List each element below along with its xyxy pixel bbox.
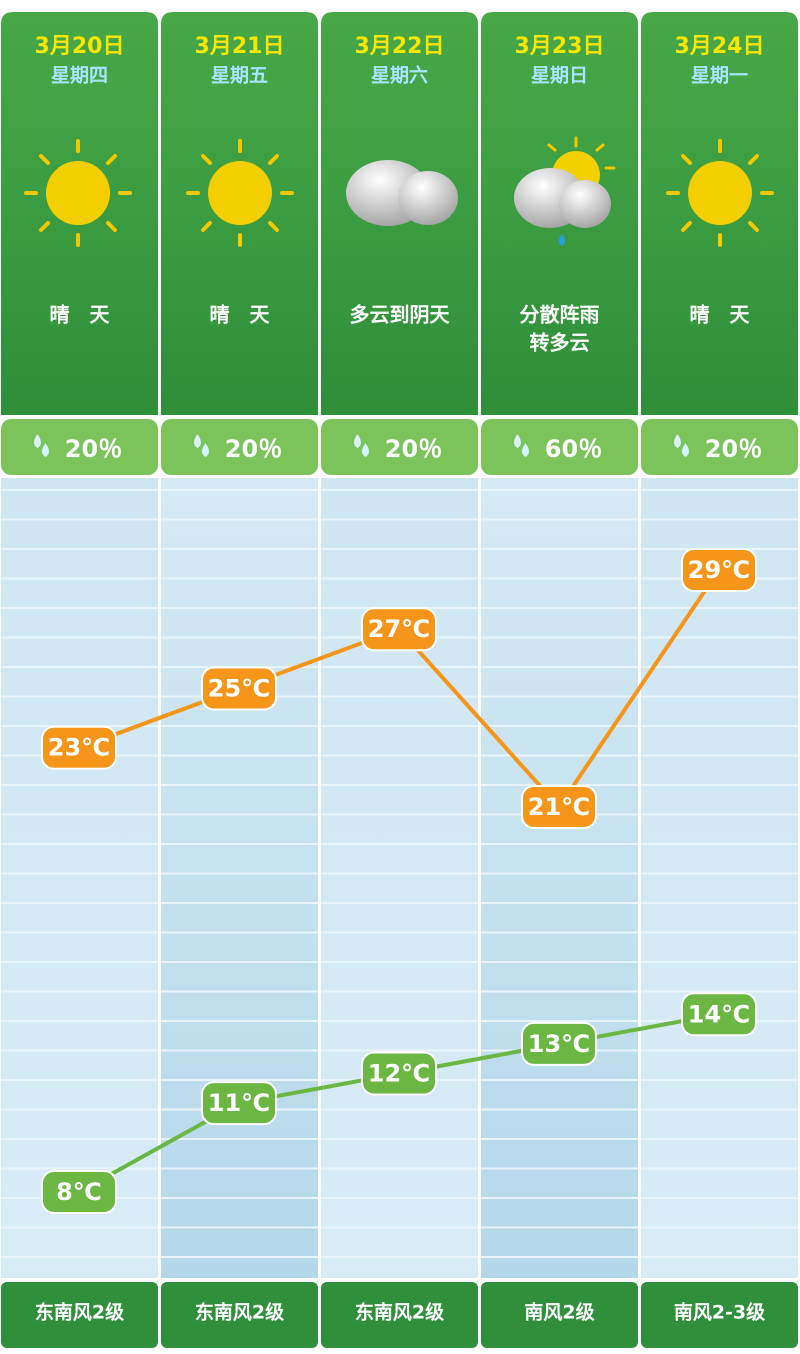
low-label: 14℃ (688, 1000, 750, 1028)
precip: 20％ (385, 435, 442, 463)
icons (24, 136, 774, 247)
precip: 20％ (705, 435, 762, 463)
low-point (681, 992, 757, 1037)
low-label: 13℃ (528, 1030, 590, 1058)
date: 3月23日 (515, 34, 605, 59)
drop-icon (682, 443, 689, 457)
precip: 60％ (545, 435, 602, 463)
drop-icon (674, 434, 681, 448)
wind-bar (161, 1282, 318, 1348)
weekday: 星期日 (531, 65, 588, 87)
chart-band (1, 478, 158, 1278)
wind: 南风2-3级 (674, 1301, 765, 1324)
wind-bar (641, 1282, 798, 1348)
high-point (41, 725, 117, 770)
low-label: 11℃ (208, 1089, 270, 1117)
precip: 20％ (65, 435, 122, 463)
condition: 晴 天 (690, 303, 751, 327)
low-point (201, 1081, 277, 1126)
high-point (201, 666, 277, 711)
chart-band (641, 478, 798, 1278)
wind: 南风2级 (524, 1301, 594, 1324)
condition: 分散阵雨 (520, 303, 600, 327)
wind-bar (481, 1282, 638, 1348)
chart-band (481, 478, 638, 1278)
wind: 东南风2级 (35, 1301, 124, 1324)
drop-icon (194, 434, 201, 448)
date: 3月24日 (675, 34, 765, 59)
drop-icon (202, 443, 209, 457)
date: 3月22日 (355, 34, 445, 59)
high-point (521, 784, 597, 829)
cloud-icon (346, 160, 458, 226)
weekday: 星期五 (211, 65, 268, 87)
drop-icon (514, 434, 521, 448)
drop-icon (522, 443, 529, 457)
wind-bar (321, 1282, 478, 1348)
low-point (41, 1170, 117, 1214)
weekday: 星期四 (51, 65, 108, 87)
low-label: 12℃ (368, 1060, 430, 1088)
low-label: 8℃ (56, 1178, 102, 1206)
wind: 东南风2级 (355, 1301, 444, 1324)
high-label: 29℃ (688, 556, 750, 584)
drop-icon (362, 443, 369, 457)
drop-icon (34, 434, 41, 448)
high-label: 27℃ (368, 615, 430, 643)
low-point (521, 1021, 597, 1066)
date: 3月21日 (195, 34, 285, 59)
precip: 20％ (225, 435, 282, 463)
weekday: 星期一 (691, 65, 748, 87)
condition: 晴 天 (50, 303, 111, 327)
low-point (361, 1051, 437, 1096)
precip-pill (161, 419, 318, 475)
drop-icon (354, 434, 361, 448)
high-point (361, 607, 437, 652)
high-label: 21℃ (528, 793, 590, 821)
chart-band (321, 478, 478, 1278)
precip-pill (321, 419, 478, 475)
precip-pill (1, 419, 158, 475)
high-label: 23℃ (48, 734, 110, 762)
date: 3月20日 (35, 34, 125, 59)
chart-band (161, 478, 318, 1278)
precip-pill (481, 419, 638, 475)
precip-pill (641, 419, 798, 475)
condition: 晴 天 (210, 303, 271, 327)
weekday: 星期六 (371, 64, 428, 87)
shower-icon (514, 136, 616, 246)
temperature-plot: 23℃ 25℃ 27℃ 21℃ 29℃ 8℃ 11℃ 12℃ 13℃ 14℃ (41, 548, 757, 1214)
condition: 转多云 (530, 331, 590, 355)
high-point (681, 548, 757, 592)
wind-bar (1, 1282, 158, 1348)
drop-icon (42, 443, 49, 457)
high-label: 25℃ (208, 674, 270, 702)
condition: 多云到阴天 (350, 303, 451, 327)
wind: 东南风2级 (195, 1301, 284, 1324)
